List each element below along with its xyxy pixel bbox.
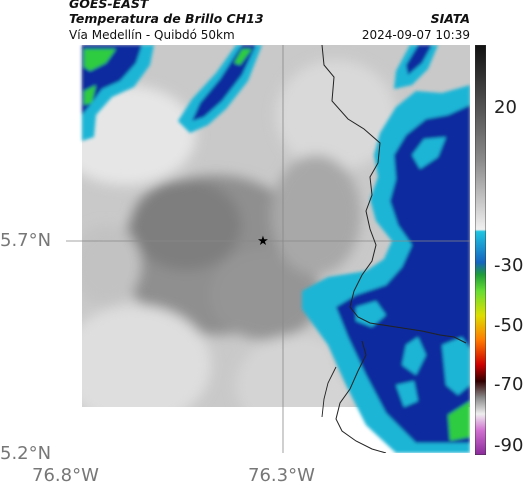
map-image: ★ [56,44,470,454]
location-subtitle: Vía Medellín - Quibdó 50km [69,28,235,42]
agency-label: SIATA [430,11,470,26]
colorbar-tick-minus70: -70 [494,374,524,395]
lon-tick-label: 76.8°W [32,465,99,486]
boundary-line [321,44,467,344]
colorbar-tick-20: 20 [494,97,517,118]
colorbar-tick-minus90: -90 [494,435,524,456]
star-marker-icon: ★ [257,234,269,249]
boundary-line-south [335,340,387,454]
lat-tick-label: 5.2°N [0,443,52,464]
colorbar-tick-minus30: -30 [494,255,524,276]
colorbar [475,45,486,455]
lon-tick-label: 76.3°W [248,465,315,486]
satellite-title: GOES-EAST [69,0,149,11]
coastline [321,366,337,418]
product-title: Temperatura de Brillo CH13 [69,11,264,26]
timestamp-label: 2024-09-07 10:39 [361,28,470,42]
colorbar-tick-minus50: -50 [494,315,524,336]
satellite-map: ★ [56,44,470,454]
lat-tick-label: 5.7°N [0,230,52,251]
